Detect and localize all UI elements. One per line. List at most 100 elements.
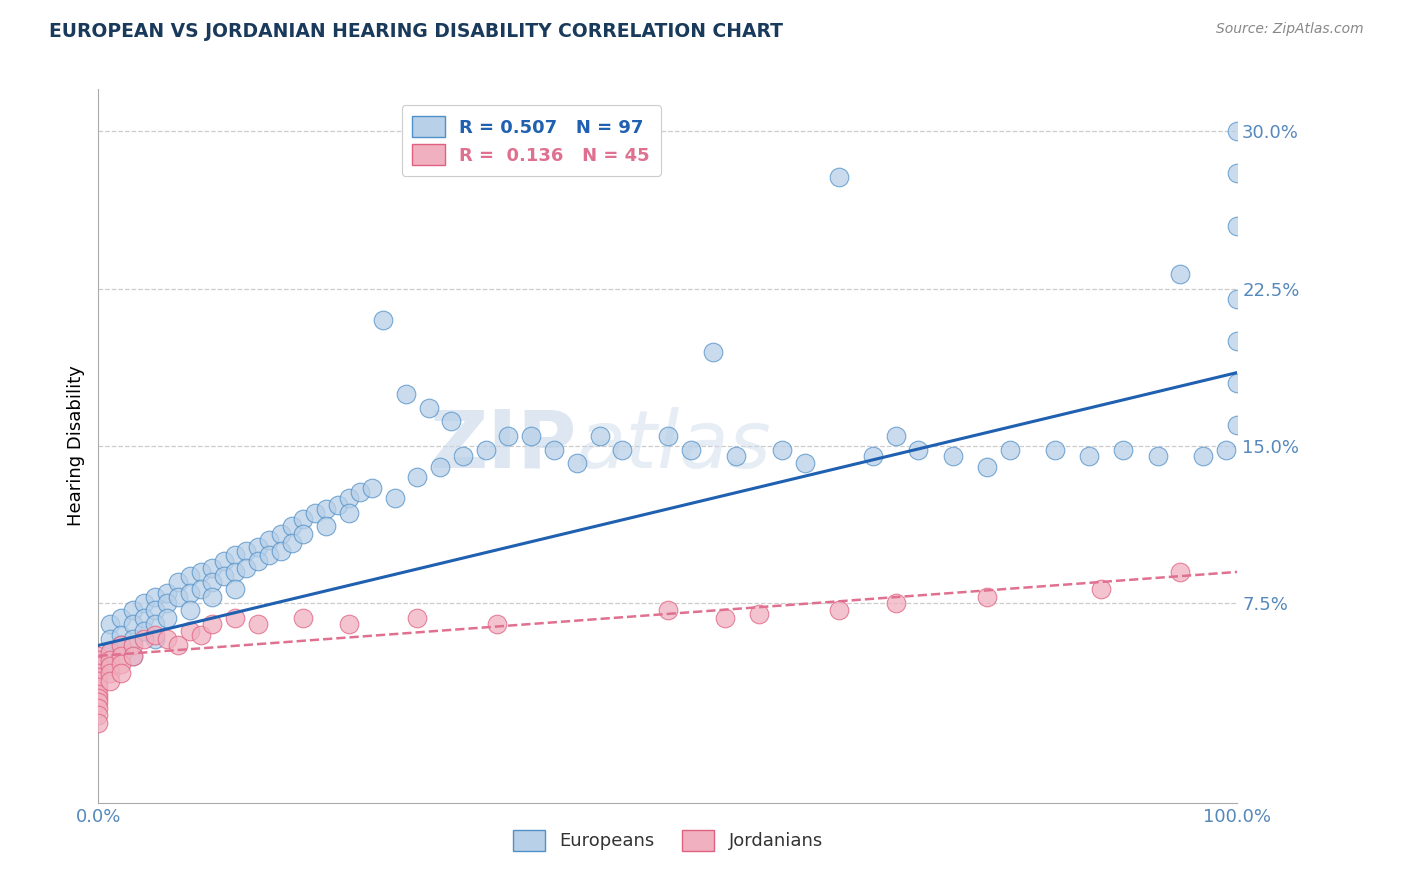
Point bbox=[179, 603, 201, 617]
Point bbox=[190, 628, 212, 642]
Point bbox=[1215, 443, 1237, 458]
Point bbox=[132, 632, 155, 646]
Point bbox=[1226, 219, 1249, 233]
Point bbox=[1078, 450, 1101, 464]
Point bbox=[371, 313, 394, 327]
Point bbox=[201, 590, 224, 604]
Point bbox=[98, 653, 121, 667]
Point bbox=[292, 527, 315, 541]
Point bbox=[87, 716, 110, 731]
Point bbox=[565, 456, 588, 470]
Point bbox=[145, 603, 167, 617]
Point bbox=[748, 607, 770, 621]
Point bbox=[167, 639, 190, 653]
Point bbox=[793, 456, 815, 470]
Point bbox=[201, 575, 224, 590]
Point bbox=[337, 617, 360, 632]
Point bbox=[1146, 450, 1168, 464]
Point bbox=[828, 603, 851, 617]
Point bbox=[360, 481, 382, 495]
Point bbox=[246, 554, 269, 568]
Point bbox=[474, 443, 496, 458]
Point bbox=[87, 687, 110, 701]
Point bbox=[110, 628, 132, 642]
Point bbox=[337, 491, 360, 506]
Point bbox=[179, 624, 201, 638]
Point bbox=[110, 639, 132, 653]
Point bbox=[1043, 443, 1066, 458]
Point bbox=[862, 450, 884, 464]
Point bbox=[156, 586, 179, 600]
Point bbox=[201, 617, 224, 632]
Point bbox=[156, 632, 179, 646]
Point bbox=[132, 624, 155, 638]
Point bbox=[156, 611, 179, 625]
Point bbox=[828, 170, 851, 185]
Point bbox=[87, 665, 110, 680]
Point bbox=[179, 569, 201, 583]
Point bbox=[87, 648, 110, 663]
Point bbox=[167, 590, 190, 604]
Point bbox=[1112, 443, 1135, 458]
Point bbox=[292, 611, 315, 625]
Point bbox=[281, 518, 304, 533]
Point bbox=[87, 681, 110, 695]
Point bbox=[1226, 166, 1249, 180]
Point bbox=[270, 544, 292, 558]
Point bbox=[121, 648, 143, 663]
Point bbox=[543, 443, 565, 458]
Point bbox=[190, 582, 212, 596]
Point bbox=[337, 506, 360, 520]
Point bbox=[121, 617, 143, 632]
Point bbox=[884, 428, 907, 442]
Point bbox=[87, 701, 110, 715]
Point bbox=[998, 443, 1021, 458]
Point bbox=[1226, 376, 1249, 390]
Point bbox=[121, 648, 143, 663]
Point bbox=[1226, 334, 1249, 348]
Point bbox=[304, 506, 326, 520]
Point bbox=[87, 670, 110, 684]
Point bbox=[498, 428, 520, 442]
Point bbox=[110, 648, 132, 663]
Point bbox=[121, 632, 143, 646]
Point bbox=[1170, 565, 1192, 579]
Point bbox=[1170, 267, 1192, 281]
Point bbox=[98, 617, 121, 632]
Point bbox=[1226, 124, 1249, 138]
Point bbox=[110, 611, 132, 625]
Point bbox=[132, 596, 155, 610]
Point bbox=[156, 596, 179, 610]
Text: ZIP: ZIP bbox=[429, 407, 576, 485]
Point bbox=[235, 560, 257, 574]
Point bbox=[87, 653, 110, 667]
Point bbox=[145, 590, 167, 604]
Point bbox=[942, 450, 965, 464]
Point bbox=[384, 491, 406, 506]
Y-axis label: Hearing Disability: Hearing Disability bbox=[66, 366, 84, 526]
Point bbox=[270, 527, 292, 541]
Point bbox=[1090, 582, 1112, 596]
Text: Source: ZipAtlas.com: Source: ZipAtlas.com bbox=[1216, 22, 1364, 37]
Point bbox=[770, 443, 793, 458]
Point bbox=[110, 665, 132, 680]
Point bbox=[190, 565, 212, 579]
Point bbox=[657, 603, 679, 617]
Point bbox=[246, 540, 269, 554]
Point bbox=[167, 575, 190, 590]
Point bbox=[224, 582, 246, 596]
Point bbox=[145, 628, 167, 642]
Point bbox=[212, 569, 235, 583]
Point bbox=[87, 690, 110, 705]
Point bbox=[110, 657, 132, 672]
Point bbox=[884, 596, 907, 610]
Point bbox=[224, 548, 246, 562]
Point bbox=[1226, 292, 1249, 306]
Point bbox=[418, 401, 440, 416]
Point bbox=[87, 659, 110, 673]
Point bbox=[976, 460, 998, 475]
Point bbox=[121, 603, 143, 617]
Point bbox=[486, 617, 509, 632]
Point bbox=[212, 554, 235, 568]
Point bbox=[588, 428, 610, 442]
